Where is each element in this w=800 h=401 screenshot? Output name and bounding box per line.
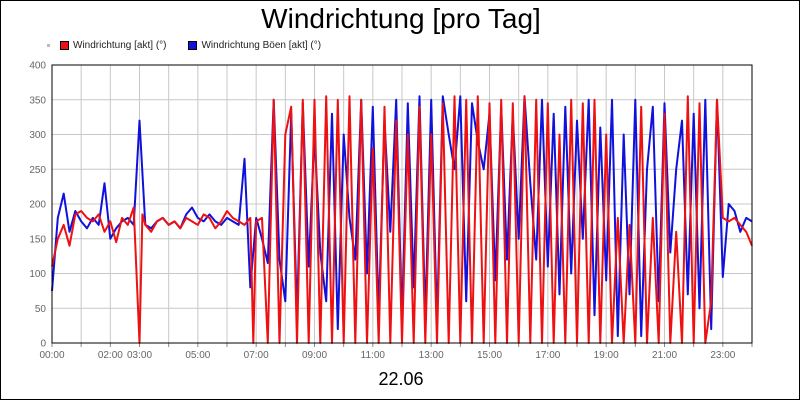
legend-marker-icon — [47, 44, 50, 47]
legend-label-boeen: Windrichtung Böen [akt] (°) — [201, 40, 322, 51]
x-tick-label: 23:00 — [710, 350, 735, 361]
x-tick-label: 00:00 — [39, 350, 64, 361]
legend: Windrichtung [akt] (°) Windrichtung Böen… — [47, 40, 343, 51]
x-tick-label: 09:00 — [302, 350, 327, 361]
x-tick-label: 03:00 — [127, 350, 152, 361]
legend-swatch-blue — [188, 41, 198, 50]
legend-item-boeen: Windrichtung Böen [akt] (°) — [188, 40, 321, 51]
legend-label-windrichtung: Windrichtung [akt] (°) — [73, 40, 167, 51]
x-tick-label: 17:00 — [535, 350, 560, 361]
y-tick-label: 0 — [40, 339, 46, 350]
legend-item-windrichtung: Windrichtung [akt] (°) — [60, 40, 166, 51]
x-tick-label: 19:00 — [594, 350, 619, 361]
plot-border — [51, 64, 753, 344]
y-tick-label: 350 — [29, 95, 46, 106]
y-tick-label: 250 — [29, 165, 46, 176]
x-tick-label: 02:00 — [98, 350, 123, 361]
chart-title: Windrichtung [pro Tag] — [261, 3, 541, 34]
series-line-windrichtung — [51, 95, 753, 344]
x-tick-label: 15:00 — [477, 350, 502, 361]
legend-swatch-red — [60, 41, 69, 50]
x-tick-label: 05:00 — [185, 350, 210, 361]
x-tick-label: 07:00 — [244, 350, 269, 361]
x-tick-label: 11:00 — [361, 350, 386, 361]
x-tick-label: 13:00 — [419, 350, 444, 361]
y-tick-label: 150 — [29, 234, 46, 245]
y-tick-label: 200 — [29, 200, 46, 211]
y-tick-label: 300 — [29, 130, 46, 141]
y-tick-label: 50 — [35, 304, 47, 315]
y-tick-label: 100 — [29, 269, 46, 280]
x-axis-date-label: 22.06 — [378, 369, 424, 389]
y-tick-label: 400 — [29, 61, 46, 72]
x-tick-label: 21:00 — [652, 350, 677, 361]
